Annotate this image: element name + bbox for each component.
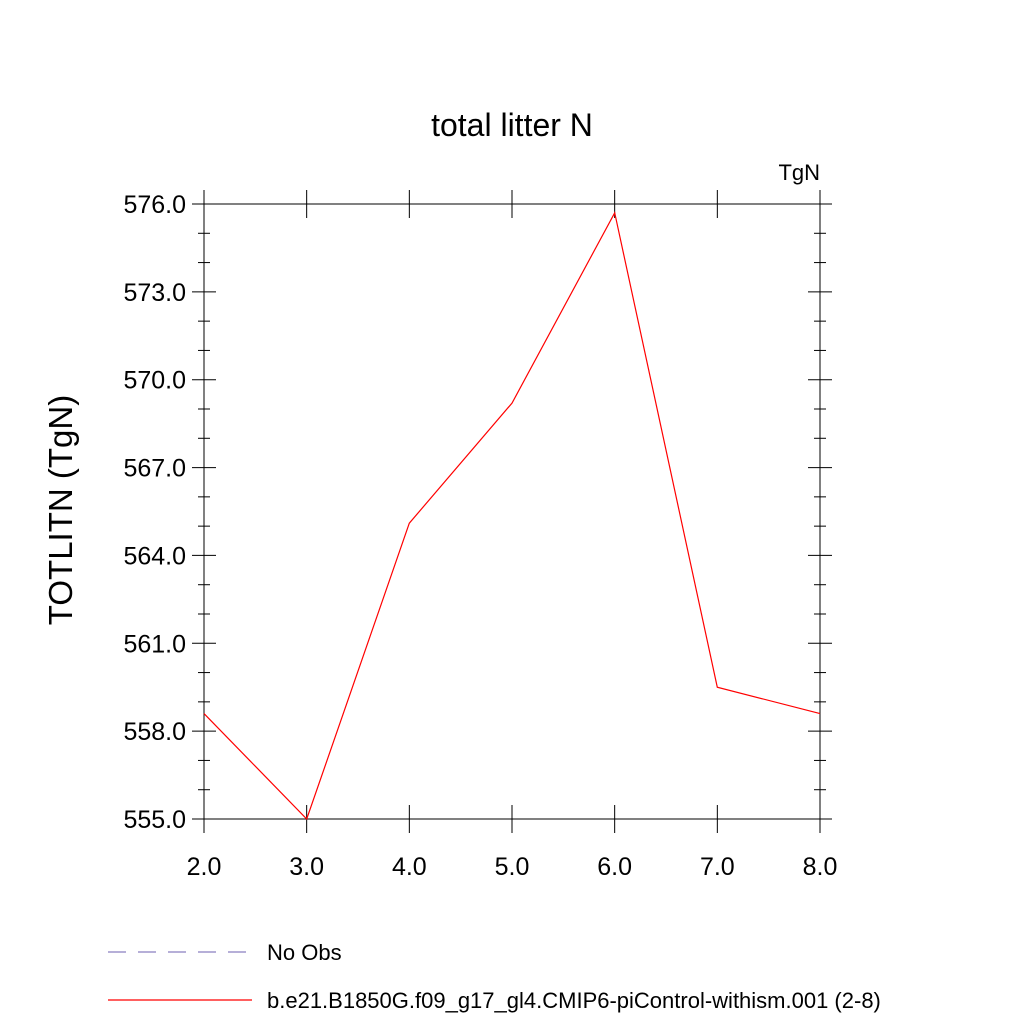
y-tick-label: 555.0	[123, 806, 186, 834]
legend: No Obs b.e21.B1850G.f09_g17_gl4.CMIP6-piC…	[108, 940, 881, 1013]
legend-label: No Obs	[267, 940, 342, 965]
y-tick-label: 573.0	[123, 279, 186, 307]
y-axis-label: TOTLITN (TgN)	[42, 395, 79, 625]
y-tick-label: 564.0	[123, 542, 186, 570]
y-tick-label: 576.0	[123, 191, 186, 219]
x-tick-label: 8.0	[803, 853, 838, 881]
y-tick-label: 570.0	[123, 367, 186, 395]
y-tick-label: 561.0	[123, 630, 186, 658]
x-tick-label: 4.0	[392, 853, 427, 881]
y-tick-label: 558.0	[123, 718, 186, 746]
axes: 555.0 558.0 561.0 564.0 567.0 570.0 573.0 576.0…	[123, 190, 837, 881]
x-tick-label: 3.0	[289, 853, 324, 881]
y-tick-label: 567.0	[123, 455, 186, 483]
x-tick-label: 7.0	[700, 853, 735, 881]
x-tick-label: 2.0	[187, 853, 222, 881]
x-tick-label: 5.0	[495, 853, 530, 881]
series-layer	[204, 213, 820, 819]
units-label: TgN	[778, 160, 820, 185]
legend-label: b.e21.B1850G.f09_g17_gl4.CMIP6-piControl…	[267, 988, 881, 1013]
chart-title: total litter N	[431, 107, 593, 143]
plot-frame	[204, 204, 820, 819]
x-tick-label: 6.0	[597, 853, 632, 881]
series-line	[204, 213, 820, 819]
